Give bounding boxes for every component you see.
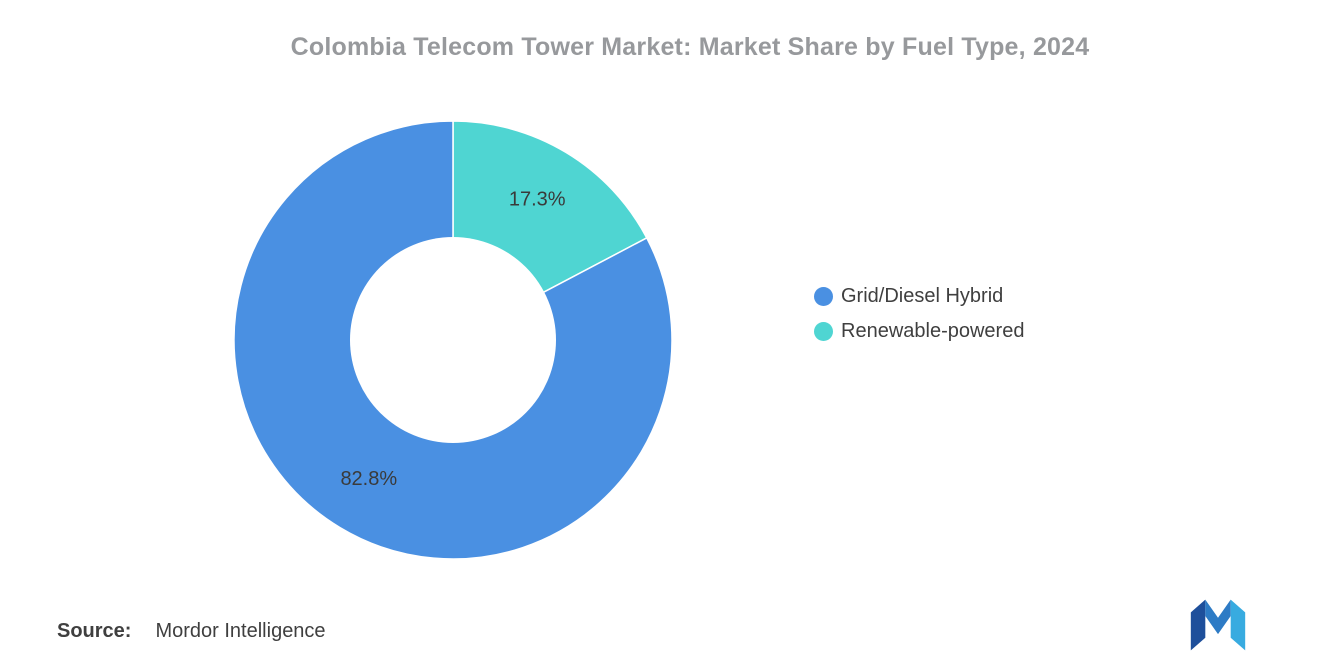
- logo-right-bar: [1230, 599, 1246, 651]
- source-row: Source: Mordor Intelligence: [57, 620, 326, 643]
- legend-item-grid-diesel-hybrid[interactable]: Grid/Diesel Hybrid: [814, 285, 1024, 308]
- chart-title: Colombia Telecom Tower Market: Market Sh…: [290, 33, 1090, 61]
- legend-label: Grid/Diesel Hybrid: [841, 285, 1004, 307]
- legend-dot-renewable-powered: [814, 322, 833, 341]
- source-value: Mordor Intelligence: [155, 620, 326, 642]
- slice-value-label: 82.8%: [340, 468, 397, 490]
- legend-item-renewable-powered[interactable]: Renewable-powered: [814, 320, 1024, 343]
- logo-middle-v: [1205, 599, 1231, 635]
- donut-chart-svg: 17.3% 82.8%: [233, 120, 673, 560]
- mordor-intelligence-logo: [1190, 599, 1246, 651]
- donut-hole: [350, 237, 556, 443]
- slice-value-label: 17.3%: [509, 189, 566, 211]
- source-label: Source:: [57, 620, 132, 642]
- chart-legend: Grid/Diesel Hybrid Renewable-powered: [814, 285, 1024, 355]
- legend-label: Renewable-powered: [841, 320, 1025, 342]
- logo-left-bar: [1190, 599, 1206, 651]
- donut-chart: 17.3% 82.8%: [233, 120, 673, 560]
- legend-dot-grid-diesel-hybrid: [814, 287, 833, 306]
